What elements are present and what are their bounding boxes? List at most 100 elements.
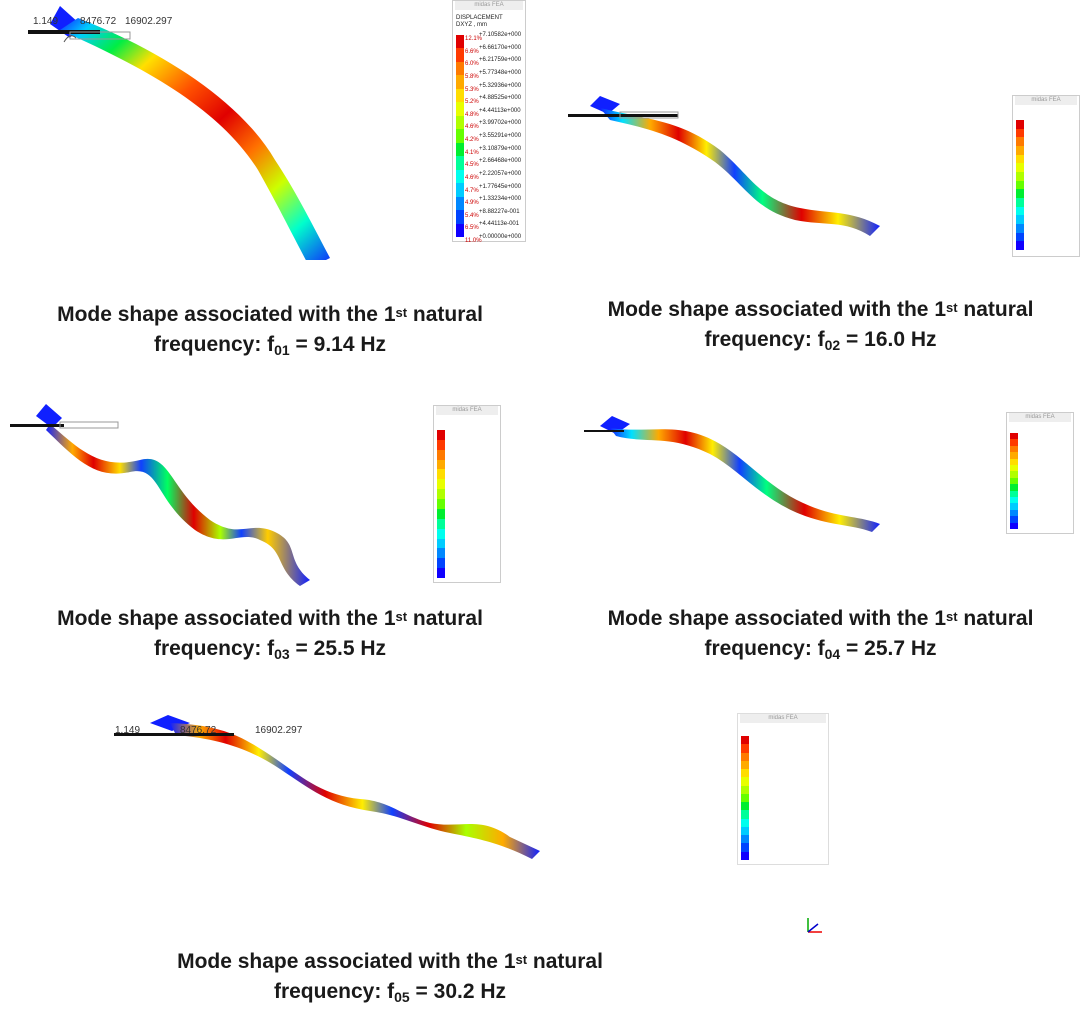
caption-line-1: Mode shape associated with the 1st natur… [607,607,1034,630]
legend-percent: 11.0% [465,238,482,244]
legend-color-swatch [437,499,445,510]
legend-color-swatch [741,777,749,787]
legend-color-swatch [741,851,749,861]
legend-color-swatch [456,48,464,63]
legend-color-swatch [1010,516,1018,524]
displacement-legend-2: midas FEA [1012,95,1080,257]
legend-color-swatch [456,210,464,225]
legend-percent: 4.6% [465,124,479,131]
legend-color-swatch [741,752,749,762]
legend-color-swatch [1016,154,1024,164]
legend-percent: 4.5% [465,162,479,169]
caption-line-2: frequency: f02 = 16.0 Hz [704,328,937,353]
legend-color-swatch [1016,172,1024,182]
mode-shape-5-render [114,715,540,859]
legend-value: +0.00000e+000 [479,234,522,240]
legend-percent: 4.9% [465,200,479,207]
legend-color-swatch [741,736,749,745]
caption-line-1: Mode shape associated with the 1st natur… [57,303,483,326]
legend-color-swatch [456,169,464,184]
legend-header: midas FEA [1009,413,1071,422]
legend-color-swatch [437,489,445,500]
legend-color-swatch [437,469,445,480]
caption-line-2: frequency: f04 = 25.7 Hz [704,637,937,662]
mode-shape-2-render [568,96,880,236]
mode-panel-5: 1.149 8476.72 16902.297 midas FEA Mode s… [100,705,900,1010]
legend-value: +7.10582e+000 [479,32,522,38]
legend-color-swatch [1016,180,1024,190]
legend-percent: 4.2% [465,137,479,143]
legend-value: +8.88227e-001 [479,208,520,215]
legend-color-swatch [1010,522,1018,530]
legend-color-swatch [741,835,749,844]
legend-color-swatch [1016,241,1024,251]
legend-color-swatch [456,102,464,117]
mode-caption-3: Mode shape associated with the 1st natur… [20,604,520,665]
legend-color-swatch [741,810,749,820]
legend-color-swatch [741,793,749,803]
legend-percent: 5.4% [465,212,479,219]
caption-line-1: Mode shape associated with the 1st natur… [177,950,603,973]
mode-panel-2: midas FEA Mode shape associated with the… [560,80,1081,370]
legend-color-swatch [437,548,445,559]
legend-color-swatch [1016,146,1024,156]
legend-color-swatch [437,528,445,540]
legend-color-swatch [1016,189,1024,199]
legend-value: +6.66170e+000 [479,44,522,51]
legend-color-swatch [1010,497,1018,504]
legend-title: DISPLACEMENT [456,15,503,21]
legend-color-swatch [741,760,749,770]
legend-value: +3.55291e+000 [479,133,522,139]
legend-color-swatch [456,223,464,238]
legend-color-swatch [1010,503,1018,511]
dim-label-right: 16902.297 [255,725,303,736]
caption-line-2: frequency: f01 = 9.14 Hz [153,333,387,358]
legend-color-swatch [456,75,464,90]
dim-label-left: 1.149 [115,725,141,736]
legend-colorbar [437,430,445,579]
legend-color-swatch [1010,471,1018,479]
legend-color-swatch [1010,465,1018,472]
legend-percent: 6.0% [465,61,479,68]
legend-color-swatch [1016,198,1024,208]
legend-color-swatch [1016,215,1024,225]
mode-caption-4: Mode shape associated with the 1st natur… [560,604,1081,665]
legend-percent: 4.1% [465,149,479,156]
dim-label-right: 16902.297 [125,16,173,27]
legend-color-swatch [1010,439,1018,447]
legend-color-swatch [741,802,749,811]
legend-color-swatch [741,826,749,836]
legend-value: +5.77348e+000 [479,69,522,76]
displacement-legend-1: midas FEA DISPLACEMENT DXYZ , mm +7.1058… [452,0,526,244]
legend-color-swatch [437,508,445,520]
legend-color-swatch [1016,163,1024,173]
dim-label-left: 1.149 [33,16,59,27]
legend-color-swatch [437,538,445,549]
mode-shape-1-render [28,6,330,260]
legend-value: +2.22057e+000 [479,170,522,177]
legend-value: +4.44113e-001 [479,221,520,228]
mode-panel-1: 1.149 8476.72 16902.297 midas FEA DISPLA… [0,0,540,380]
legend-color-swatch [437,558,445,569]
legend-value: +1.33234e+000 [479,196,522,203]
dim-label-middle: 8476.72 [80,16,117,27]
mode-caption-1: Mode shape associated with the 1st natur… [20,300,520,361]
legend-color-swatch [456,156,464,171]
legend-color-swatch [1010,490,1018,498]
legend-color-swatch [741,744,749,754]
legend-color-swatch [456,142,464,157]
legend-percent: 4.8% [465,111,479,118]
caption-line-2: frequency: f03 = 25.5 Hz [153,637,387,662]
legend-color-swatch [456,183,464,198]
legend-value: +6.21759e+000 [479,57,522,64]
legend-color-swatch [1016,128,1024,138]
legend-color-swatch [437,430,445,441]
legend-percent: 4.6% [465,174,479,181]
legend-color-swatch [437,459,445,470]
legend-color-swatch [1010,458,1018,466]
displacement-legend-5: midas FEA [737,713,829,865]
legend-percent: 6.5% [465,225,479,232]
legend-color-swatch [741,843,749,853]
mode-panel-4: midas FEA Mode shape associated with the… [560,400,1081,670]
axis-triad-icon [807,918,822,933]
